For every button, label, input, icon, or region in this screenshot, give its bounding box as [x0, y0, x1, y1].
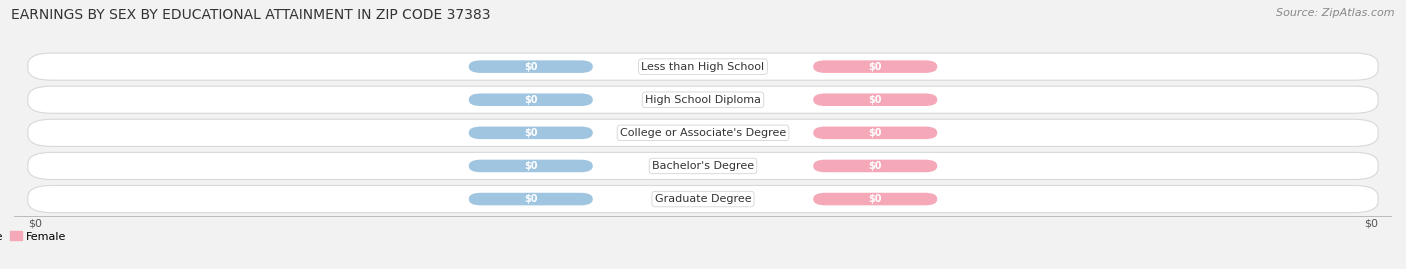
Text: College or Associate's Degree: College or Associate's Degree: [620, 128, 786, 138]
FancyBboxPatch shape: [468, 93, 593, 106]
FancyBboxPatch shape: [813, 126, 938, 139]
Text: $0: $0: [869, 62, 882, 72]
Text: Bachelor's Degree: Bachelor's Degree: [652, 161, 754, 171]
Text: $0: $0: [524, 194, 537, 204]
FancyBboxPatch shape: [28, 186, 1378, 213]
Text: Less than High School: Less than High School: [641, 62, 765, 72]
Text: $0: $0: [28, 219, 42, 229]
FancyBboxPatch shape: [28, 119, 1378, 146]
Text: Graduate Degree: Graduate Degree: [655, 194, 751, 204]
Text: $0: $0: [524, 95, 537, 105]
Text: $0: $0: [524, 161, 537, 171]
FancyBboxPatch shape: [468, 160, 593, 172]
FancyBboxPatch shape: [813, 93, 938, 106]
Text: $0: $0: [869, 95, 882, 105]
Text: $0: $0: [869, 194, 882, 204]
Text: $0: $0: [524, 128, 537, 138]
Text: Source: ZipAtlas.com: Source: ZipAtlas.com: [1277, 8, 1395, 18]
FancyBboxPatch shape: [468, 60, 593, 73]
FancyBboxPatch shape: [28, 86, 1378, 113]
FancyBboxPatch shape: [813, 160, 938, 172]
Text: $0: $0: [1364, 219, 1378, 229]
Legend: Male, Female: Male, Female: [0, 227, 70, 246]
Text: High School Diploma: High School Diploma: [645, 95, 761, 105]
Text: $0: $0: [524, 62, 537, 72]
FancyBboxPatch shape: [468, 193, 593, 205]
FancyBboxPatch shape: [28, 53, 1378, 80]
FancyBboxPatch shape: [813, 60, 938, 73]
FancyBboxPatch shape: [468, 126, 593, 139]
FancyBboxPatch shape: [813, 193, 938, 205]
Text: EARNINGS BY SEX BY EDUCATIONAL ATTAINMENT IN ZIP CODE 37383: EARNINGS BY SEX BY EDUCATIONAL ATTAINMEN…: [11, 8, 491, 22]
Text: $0: $0: [869, 128, 882, 138]
Text: $0: $0: [869, 161, 882, 171]
FancyBboxPatch shape: [28, 152, 1378, 179]
